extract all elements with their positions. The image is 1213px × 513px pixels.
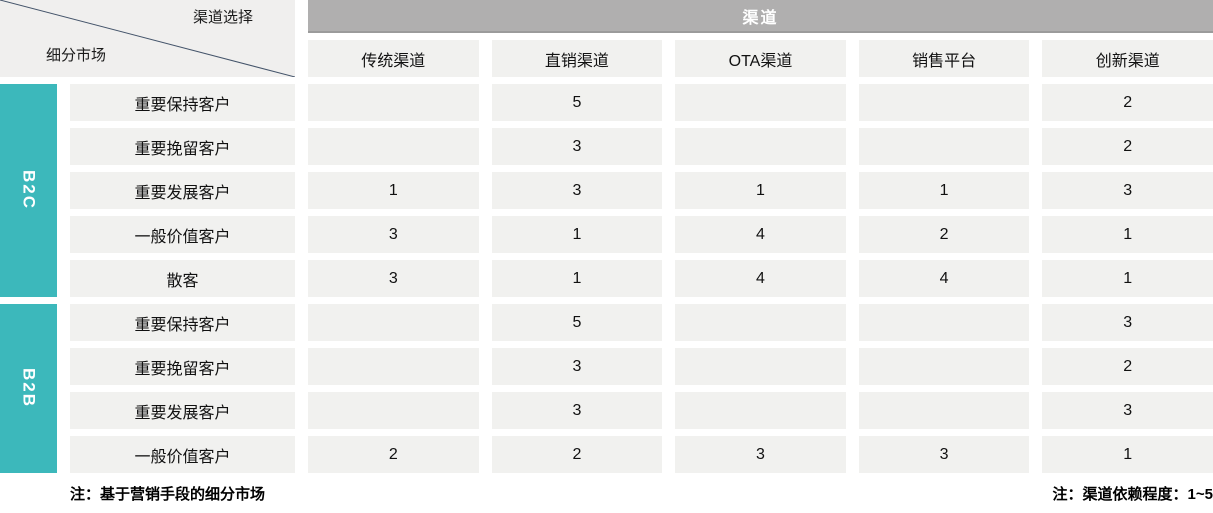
row-label: 散客	[70, 260, 295, 297]
b2b-group-label: B2B	[0, 304, 57, 473]
matrix-cell: 3	[1042, 392, 1213, 429]
matrix-cell	[858, 304, 1030, 341]
matrix-cell: 4	[858, 260, 1030, 297]
matrix-cell	[858, 84, 1030, 121]
row-label: 重要挽留客户	[70, 348, 295, 385]
matrix-cell: 3	[1042, 304, 1213, 341]
matrix-cell	[308, 348, 479, 385]
matrix-cell: 1	[1042, 216, 1213, 253]
matrix-cell: 3	[858, 436, 1030, 473]
matrix-cell: 1	[308, 172, 479, 209]
matrix-cell	[308, 304, 479, 341]
matrix-cell: 1	[1042, 436, 1213, 473]
matrix-cell	[675, 392, 846, 429]
matrix-cell: 4	[675, 260, 846, 297]
matrix-cell: 3	[491, 392, 663, 429]
column-header-direct: 直销渠道	[491, 40, 663, 77]
channel-select-label: 渠道选择	[192, 9, 253, 26]
matrix-cell: 2	[308, 436, 479, 473]
row-label: 重要发展客户	[70, 172, 295, 209]
matrix-cell	[675, 128, 846, 165]
matrix-cell	[308, 128, 479, 165]
matrix-cell: 2	[1042, 128, 1213, 165]
matrix-cell	[858, 392, 1030, 429]
matrix-cell: 3	[675, 436, 846, 473]
column-header-innovative: 创新渠道	[1042, 40, 1213, 77]
matrix-cell: 3	[491, 172, 663, 209]
diagonal-line	[0, 0, 295, 77]
matrix-cell: 1	[858, 172, 1030, 209]
channel-banner: 渠道	[308, 0, 1213, 33]
matrix-cell: 3	[308, 216, 479, 253]
matrix-cell: 1	[491, 260, 663, 297]
note-scale: 注：渠道依赖程度：1~5	[1052, 485, 1213, 503]
row-label: 一般价值客户	[70, 216, 295, 253]
note-segments: 注：基于营销手段的细分市场	[70, 485, 266, 503]
matrix-cell: 5	[491, 84, 663, 121]
matrix-cell: 2	[858, 216, 1030, 253]
matrix-cell: 1	[675, 172, 846, 209]
matrix-cell	[675, 348, 846, 385]
segment-market-label: 细分市场	[46, 47, 107, 64]
matrix-cell	[858, 348, 1030, 385]
matrix-cell: 3	[308, 260, 479, 297]
diagonal-header-cell: 渠道选择 细分市场	[0, 0, 295, 77]
row-label: 重要挽留客户	[70, 128, 295, 165]
matrix-cell	[308, 84, 479, 121]
b2c-group-label: B2C	[0, 84, 57, 297]
matrix-cell: 2	[1042, 348, 1213, 385]
matrix-cell: 1	[1042, 260, 1213, 297]
matrix-cell: 3	[1042, 172, 1213, 209]
column-header-traditional: 传统渠道	[308, 40, 479, 77]
matrix-cell: 2	[1042, 84, 1213, 121]
matrix-cell: 3	[491, 348, 663, 385]
row-label: 重要保持客户	[70, 304, 295, 341]
column-header-sales-platform: 销售平台	[858, 40, 1030, 77]
matrix-cell	[675, 304, 846, 341]
row-label: 重要保持客户	[70, 84, 295, 121]
matrix-cell: 5	[491, 304, 663, 341]
matrix-cell: 2	[491, 436, 663, 473]
matrix-cell	[308, 392, 479, 429]
matrix-cell	[858, 128, 1030, 165]
matrix-cell	[675, 84, 846, 121]
column-header-ota: OTA渠道	[675, 40, 846, 77]
row-label: 重要发展客户	[70, 392, 295, 429]
matrix-cell: 1	[491, 216, 663, 253]
matrix-cell: 4	[675, 216, 846, 253]
matrix-cell: 3	[491, 128, 663, 165]
row-label: 一般价值客户	[70, 436, 295, 473]
